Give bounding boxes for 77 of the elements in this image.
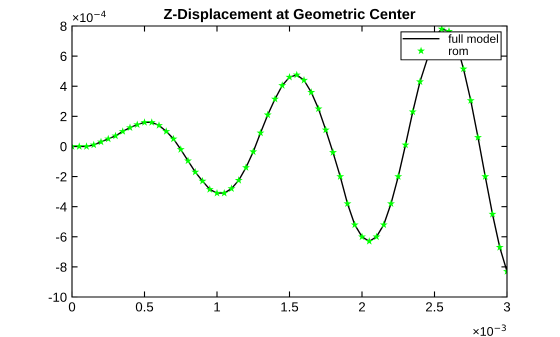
point [206,185,214,193]
x-tick-label: 1 [214,302,220,312]
point [286,73,294,81]
point [75,142,84,150]
point [126,123,134,131]
point [162,127,170,135]
point [191,168,200,176]
point [278,81,286,89]
point [307,88,316,96]
x-tick-label: 2 [358,302,366,312]
y-tick-label: -10 [48,292,67,302]
point [234,176,243,184]
point [488,210,496,218]
point [170,134,178,142]
point [394,172,402,180]
point [466,96,475,104]
point [314,104,322,112]
x-tick-label: 0.5 [136,302,154,312]
chart-title: Z-Displacement at Geometric Center [164,8,416,22]
x-tick-label: 0 [68,302,76,312]
point [300,76,308,84]
point [256,128,264,136]
y-tick-label: 0 [60,142,67,152]
point [118,127,127,135]
point [104,134,112,142]
legend-label: full model [448,34,498,43]
point [387,199,395,208]
point [242,163,250,171]
point [481,172,490,180]
point [329,148,337,156]
point [416,78,424,86]
point [322,126,330,134]
point [155,121,163,129]
point [402,140,410,148]
point [140,118,148,126]
legend-label: rom [449,48,468,56]
y-tick-label: -6 [56,232,67,242]
x-tick-label: 2.5 [426,302,444,312]
x-tick-label: 1.5 [281,302,298,312]
point [350,220,359,228]
point [372,232,380,240]
point [148,118,156,126]
point [358,232,366,240]
point [213,188,221,196]
y-tick-label: 8 [60,22,67,31]
point [97,138,105,146]
point [198,176,206,184]
point [380,220,388,228]
y-tick-label: -4 [56,202,67,212]
point [264,110,272,118]
point [90,140,98,148]
point [249,148,258,156]
point [344,199,352,208]
point [408,108,417,116]
point [496,243,504,251]
text: ×10$^{−3}$ [473,324,506,336]
point [220,188,228,196]
x-tick-label: 3 [504,302,510,312]
y-tick-label: -2 [56,172,66,182]
point [82,142,90,150]
point [271,94,279,102]
point [184,156,192,164]
y-tick-label: -8 [56,262,67,272]
point [176,145,185,153]
point [460,64,468,72]
y-tick-label: 2 [60,112,66,122]
point [133,120,142,128]
y-tick-label: 6 [60,52,67,62]
point [292,70,301,78]
y-tick-label: 4 [60,82,67,92]
point [438,26,446,32]
point [228,184,236,192]
text: ×10$^{−4}$ [72,10,106,22]
point [474,133,482,141]
point [112,132,120,140]
point [365,237,374,245]
point [336,172,344,180]
